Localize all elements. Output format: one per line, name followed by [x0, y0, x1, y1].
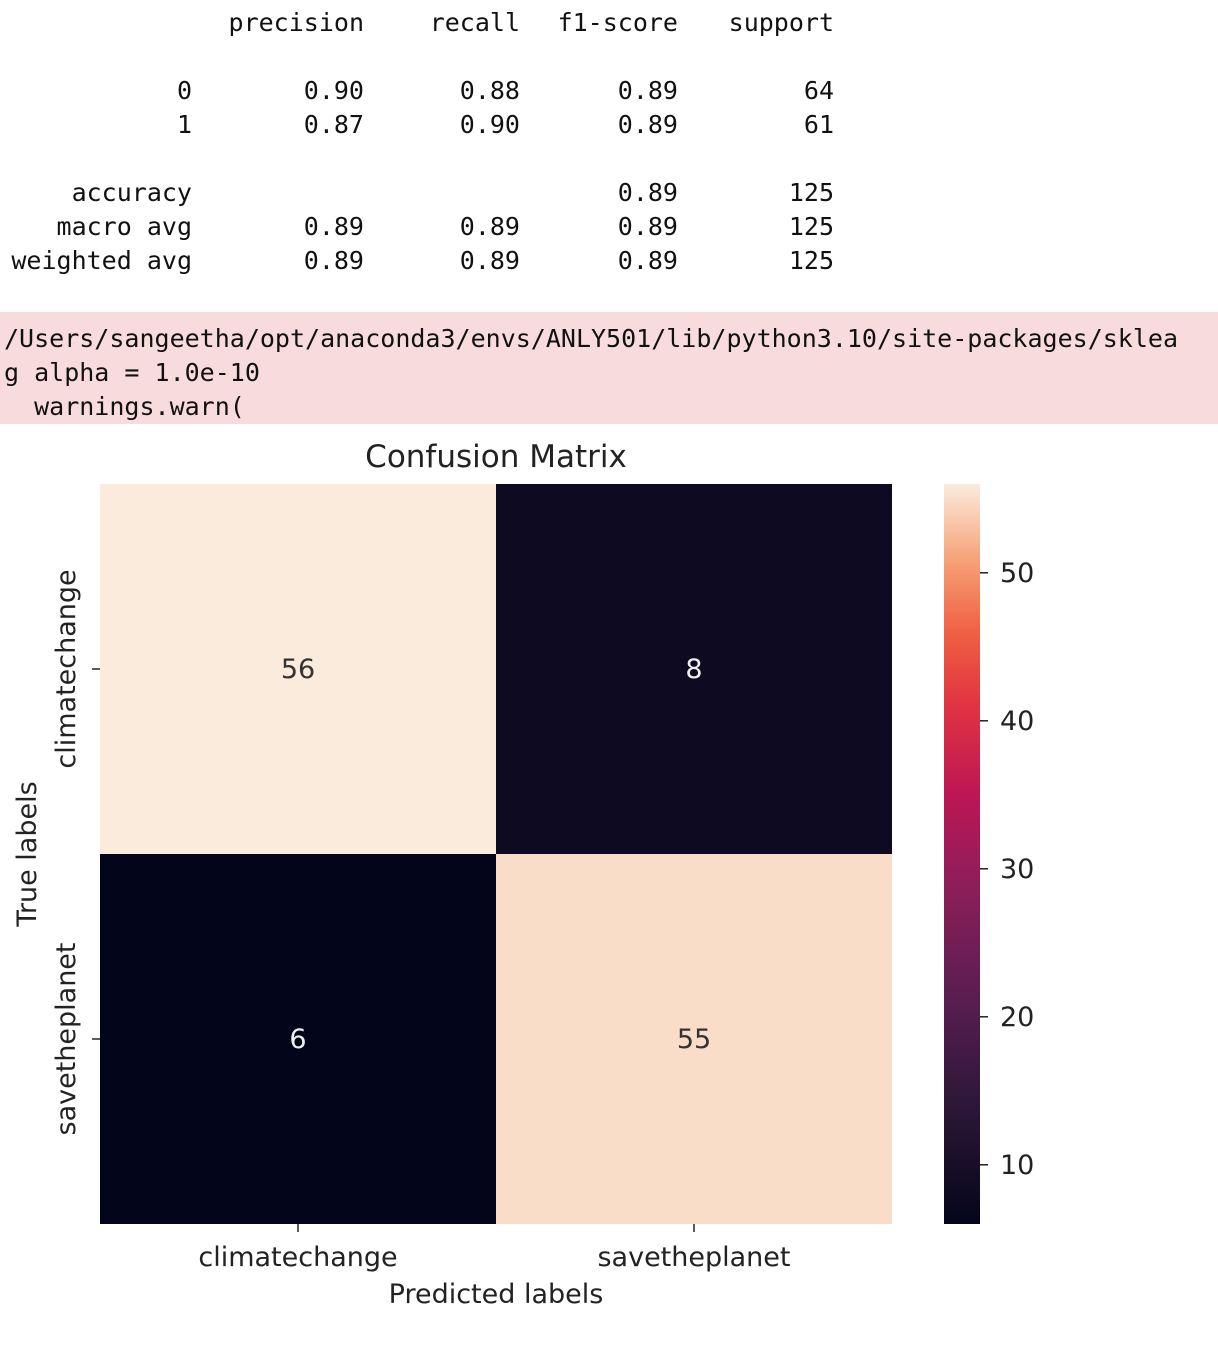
header-f1-score: f1-score	[557, 8, 678, 37]
row-precision: 0.90	[303, 76, 364, 105]
header-recall: recall	[429, 8, 520, 37]
y-tick-label: climatechange	[51, 569, 82, 768]
row-label: accuracy	[71, 178, 192, 207]
colorbar-tick-label: 30	[1000, 854, 1034, 885]
row-label: 0	[176, 76, 192, 105]
header-support: support	[728, 8, 834, 37]
y-axis-label: True labels	[12, 781, 43, 927]
row-f1: 0.89	[617, 110, 678, 139]
row-label: 1	[176, 110, 192, 139]
colorbar-tick-label: 20	[1000, 1002, 1034, 1033]
row-recall: 0.89	[459, 212, 520, 241]
colorbar	[944, 484, 980, 1224]
row-precision: 0.89	[303, 246, 364, 275]
row-support: 125	[788, 246, 834, 275]
warning-line: /Users/sangeetha/opt/anaconda3/envs/ANLY…	[4, 324, 1178, 353]
colorbar-tick-label: 50	[1000, 558, 1034, 589]
warning-output: /Users/sangeetha/opt/anaconda3/envs/ANLY…	[0, 312, 1218, 424]
row-support: 125	[788, 212, 834, 241]
confusion-matrix-chart: Confusion Matrix 56 8 6 55 climatechange sav…	[12, 439, 1034, 1310]
row-f1: 0.89	[617, 246, 678, 275]
warning-line: warnings.warn(	[4, 392, 245, 421]
row-label: weighted avg	[11, 246, 192, 275]
row-recall: 0.90	[459, 110, 520, 139]
row-support: 64	[803, 76, 834, 105]
cell-value-label: 55	[677, 1024, 711, 1055]
heatmap-cell	[496, 854, 892, 1224]
chart-title: Confusion Matrix	[365, 439, 627, 475]
classification-report: precision recall f1-score support 0 0.90…	[0, 0, 1218, 300]
x-tick-label: savetheplanet	[597, 1242, 790, 1273]
x-axis-label: Predicted labels	[389, 1279, 604, 1310]
row-f1: 0.89	[617, 76, 678, 105]
row-precision: 0.87	[303, 110, 364, 139]
colorbar-tick-label: 10	[1000, 1150, 1034, 1181]
row-precision: 0.89	[303, 212, 364, 241]
cell-value-label: 56	[281, 654, 315, 685]
row-f1: 0.89	[617, 212, 678, 241]
row-support: 61	[803, 110, 834, 139]
row-f1: 0.89	[617, 178, 678, 207]
x-tick-label: climatechange	[198, 1242, 397, 1273]
colorbar-tick-label: 40	[1000, 706, 1034, 737]
cell-value-label: 8	[685, 654, 702, 685]
heatmap-cell	[100, 484, 496, 854]
warning-line: g alpha = 1.0e-10	[4, 358, 260, 387]
row-support: 125	[788, 178, 834, 207]
heatmap-cell	[496, 484, 892, 854]
y-tick-label: savetheplanet	[51, 942, 82, 1135]
row-recall: 0.88	[459, 76, 520, 105]
header-precision: precision	[228, 8, 364, 37]
row-recall: 0.89	[459, 246, 520, 275]
row-label: macro avg	[56, 212, 192, 241]
heatmap-cell	[100, 854, 496, 1224]
cell-value-label: 6	[289, 1024, 306, 1055]
